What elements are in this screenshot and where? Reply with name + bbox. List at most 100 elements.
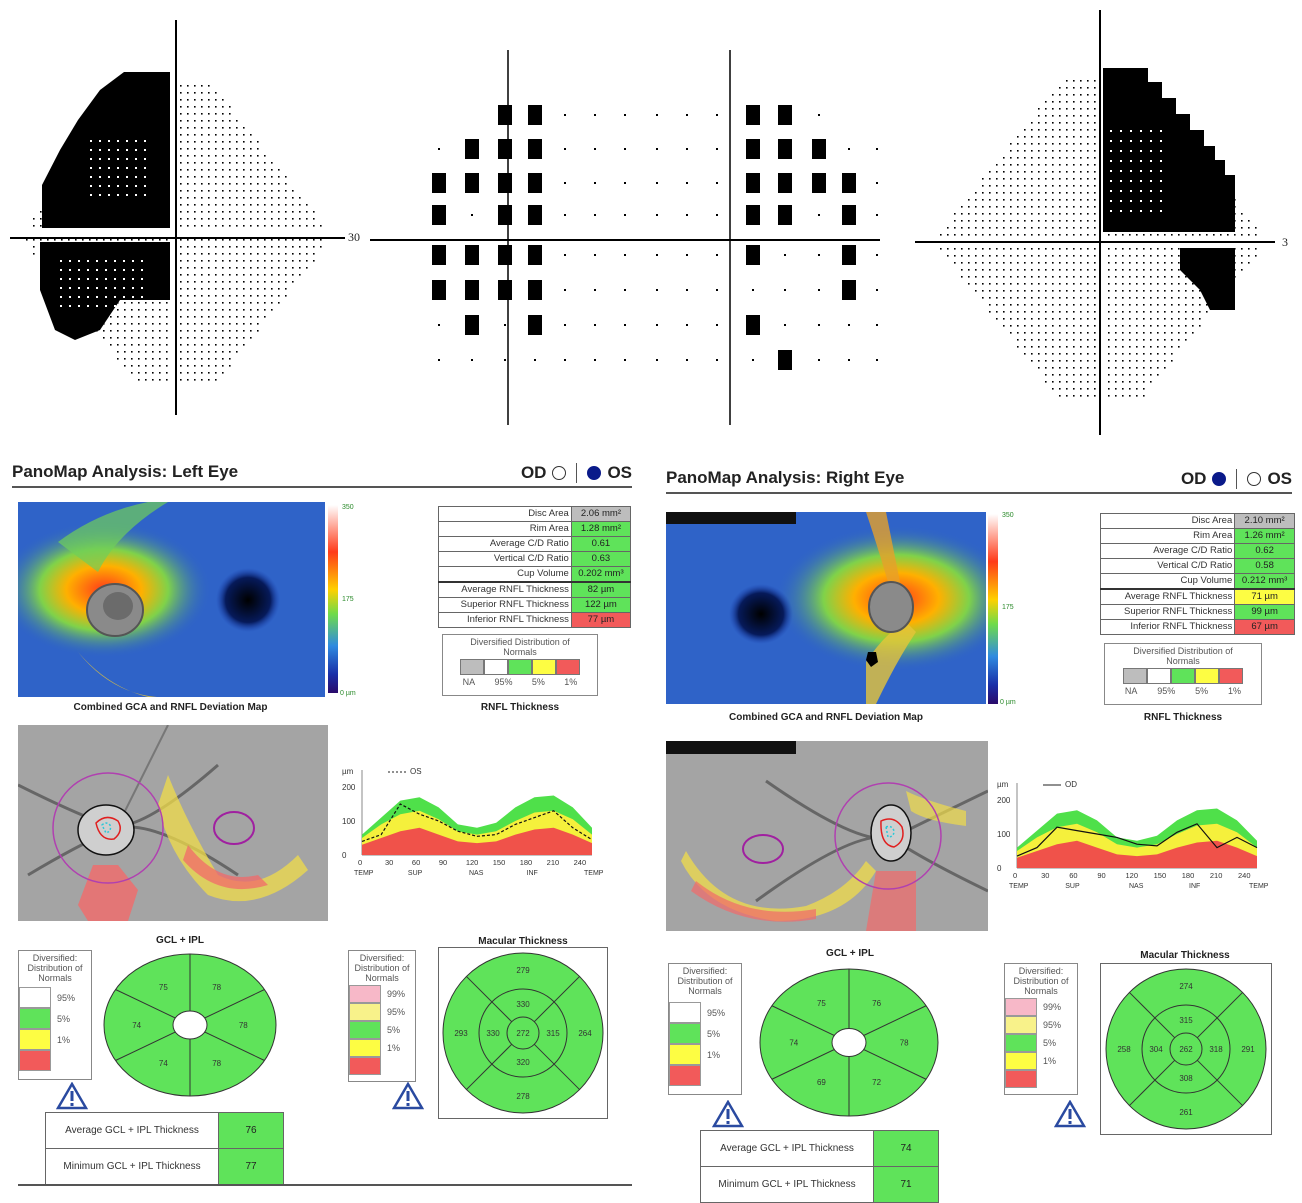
vf-point bbox=[166, 302, 168, 304]
vf-point bbox=[1108, 262, 1110, 264]
vf-point bbox=[201, 267, 203, 269]
vf-point bbox=[215, 225, 217, 227]
vf-point bbox=[131, 239, 133, 241]
vf-point bbox=[1052, 143, 1054, 145]
vf-point bbox=[117, 330, 119, 332]
vf-point bbox=[968, 199, 970, 201]
vf-point bbox=[1080, 192, 1082, 194]
vf-point bbox=[208, 197, 210, 199]
vf-point bbox=[1150, 339, 1152, 341]
vf-point bbox=[975, 269, 977, 271]
vf-point bbox=[1157, 353, 1159, 355]
vf-point bbox=[1150, 290, 1152, 292]
vf-point bbox=[257, 260, 259, 262]
vf-point bbox=[117, 158, 119, 160]
vf-point bbox=[996, 213, 998, 215]
vf-point bbox=[1059, 234, 1061, 236]
vf-point bbox=[145, 372, 147, 374]
vf-point bbox=[1143, 304, 1145, 306]
vf-point bbox=[1122, 325, 1124, 327]
vf-point bbox=[1038, 220, 1040, 222]
macular-center bbox=[506, 1016, 540, 1050]
warning-icon[interactable] bbox=[1054, 1100, 1086, 1128]
vf-deviation-square bbox=[498, 280, 512, 300]
vf-point bbox=[1122, 381, 1124, 383]
macular-divider bbox=[1129, 1059, 1176, 1106]
legend-swatch-5 bbox=[1171, 668, 1195, 684]
deviation-map-left bbox=[18, 502, 325, 697]
color-scale-right bbox=[988, 514, 998, 704]
vf-point bbox=[236, 295, 238, 297]
vf-point bbox=[117, 239, 119, 241]
vf-point bbox=[215, 155, 217, 157]
table-row: Cup Volume 0.212 mm³ bbox=[1099, 573, 1295, 590]
vf-point bbox=[1024, 332, 1026, 334]
vf-point bbox=[1066, 80, 1068, 82]
vf-point bbox=[264, 267, 266, 269]
region-label: NAS bbox=[1129, 883, 1144, 890]
vf-point bbox=[152, 344, 154, 346]
vf-point bbox=[1087, 115, 1089, 117]
vf-point bbox=[1017, 248, 1019, 250]
warning-icon[interactable] bbox=[712, 1100, 744, 1128]
vf-point bbox=[145, 302, 147, 304]
vf-point bbox=[1143, 374, 1145, 376]
vf-point bbox=[201, 162, 203, 164]
vf-point bbox=[180, 99, 182, 101]
vf-point bbox=[1010, 143, 1012, 145]
vf-point bbox=[686, 254, 688, 256]
vf-point bbox=[180, 218, 182, 220]
macular-value: 279 bbox=[516, 966, 530, 975]
od-radio-icon[interactable] bbox=[1212, 472, 1227, 486]
vf-point bbox=[968, 227, 970, 229]
vf-point bbox=[194, 92, 196, 94]
macular-divider bbox=[1129, 992, 1176, 1039]
vf-point bbox=[1108, 367, 1110, 369]
vf-point bbox=[180, 246, 182, 248]
vf-point bbox=[187, 323, 189, 325]
vf-point bbox=[1066, 199, 1068, 201]
vf-point bbox=[229, 309, 231, 311]
vf-point bbox=[1087, 101, 1089, 103]
vf-point bbox=[250, 267, 252, 269]
vf-point bbox=[1094, 290, 1096, 292]
vf-point bbox=[1052, 129, 1054, 131]
vf-point bbox=[996, 164, 998, 166]
vf-point bbox=[1157, 290, 1159, 292]
vf-point bbox=[1010, 276, 1012, 278]
vf-point bbox=[208, 176, 210, 178]
vf-point bbox=[194, 316, 196, 318]
vf-point bbox=[243, 169, 245, 171]
vf-point bbox=[1052, 171, 1054, 173]
vf-point bbox=[1052, 269, 1054, 271]
macular-value: 272 bbox=[516, 1029, 530, 1038]
legend-swatch-1 bbox=[532, 659, 556, 675]
vf-point bbox=[105, 269, 107, 271]
vf-point bbox=[1010, 171, 1012, 173]
os-radio-icon[interactable] bbox=[587, 466, 602, 480]
warning-icon[interactable] bbox=[56, 1082, 88, 1110]
vf-point bbox=[250, 155, 252, 157]
vf-point bbox=[1213, 234, 1215, 236]
warning-icon[interactable] bbox=[392, 1082, 424, 1110]
od-radio-icon[interactable] bbox=[552, 466, 567, 480]
vf-point bbox=[1110, 140, 1112, 142]
vf-point bbox=[1080, 388, 1082, 390]
vf-point bbox=[243, 323, 245, 325]
min-label: Minimum GCL + IPL Thickness bbox=[700, 1166, 874, 1203]
vf-point bbox=[1038, 199, 1040, 201]
vf-point bbox=[117, 167, 119, 169]
vf-point bbox=[1129, 346, 1131, 348]
vf-point bbox=[1255, 227, 1257, 229]
vf-point bbox=[989, 213, 991, 215]
vf-point bbox=[187, 365, 189, 367]
vf-point bbox=[236, 169, 238, 171]
vf-point bbox=[236, 302, 238, 304]
table-row: Inferior RNFL Thickness 77 µm bbox=[438, 612, 632, 628]
vf-point bbox=[194, 295, 196, 297]
vf-point bbox=[1122, 269, 1124, 271]
vf-point bbox=[1192, 283, 1194, 285]
vf-point bbox=[229, 218, 231, 220]
vf-point bbox=[166, 330, 168, 332]
os-radio-icon[interactable] bbox=[1247, 472, 1262, 486]
